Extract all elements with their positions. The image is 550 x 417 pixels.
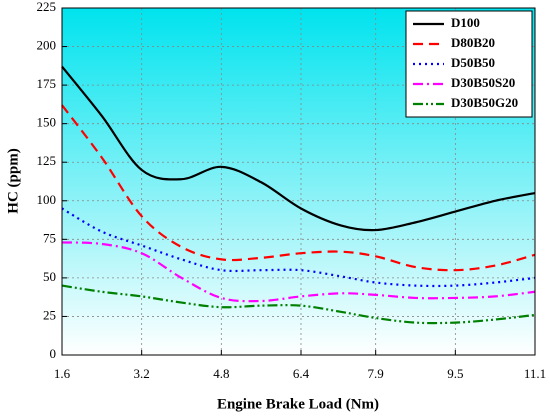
series-line xyxy=(61,104,536,272)
legend-label: D30B50S20 xyxy=(451,75,515,90)
y-tick-label: 0 xyxy=(50,346,57,361)
y-tick-label: 200 xyxy=(37,38,57,53)
legend-label: D80B20 xyxy=(451,35,495,50)
y-tick-label: 125 xyxy=(37,153,57,168)
y-axis-label: HC (ppm) xyxy=(5,148,21,213)
legend-label: D30B50G20 xyxy=(451,95,518,110)
plot-frame xyxy=(61,7,536,356)
y-tick-label: 75 xyxy=(43,230,56,245)
series-line xyxy=(61,241,536,303)
y-tick-label: 175 xyxy=(37,76,57,91)
x-tick-label: 9.5 xyxy=(447,366,463,381)
y-tick-label: 25 xyxy=(43,307,56,322)
y-tick-label: 225 xyxy=(37,0,57,14)
legend-label: D50B50 xyxy=(451,55,495,70)
legend-label: D100 xyxy=(451,15,480,30)
y-tick-label: 50 xyxy=(43,269,56,284)
x-tick-label: 3.2 xyxy=(134,366,150,381)
y-tick-label: 150 xyxy=(37,115,57,130)
x-tick-label: 6.4 xyxy=(293,366,310,381)
x-tick-label: 1.6 xyxy=(54,366,71,381)
series-line xyxy=(61,284,536,325)
series-line xyxy=(61,65,536,232)
x-axis-label: Engine Brake Load (Nm) xyxy=(217,396,379,412)
x-tick-label: 11.1 xyxy=(524,366,546,381)
y-tick-label: 100 xyxy=(37,192,57,207)
x-tick-label: 4.8 xyxy=(213,366,229,381)
x-tick-label: 7.9 xyxy=(368,366,384,381)
